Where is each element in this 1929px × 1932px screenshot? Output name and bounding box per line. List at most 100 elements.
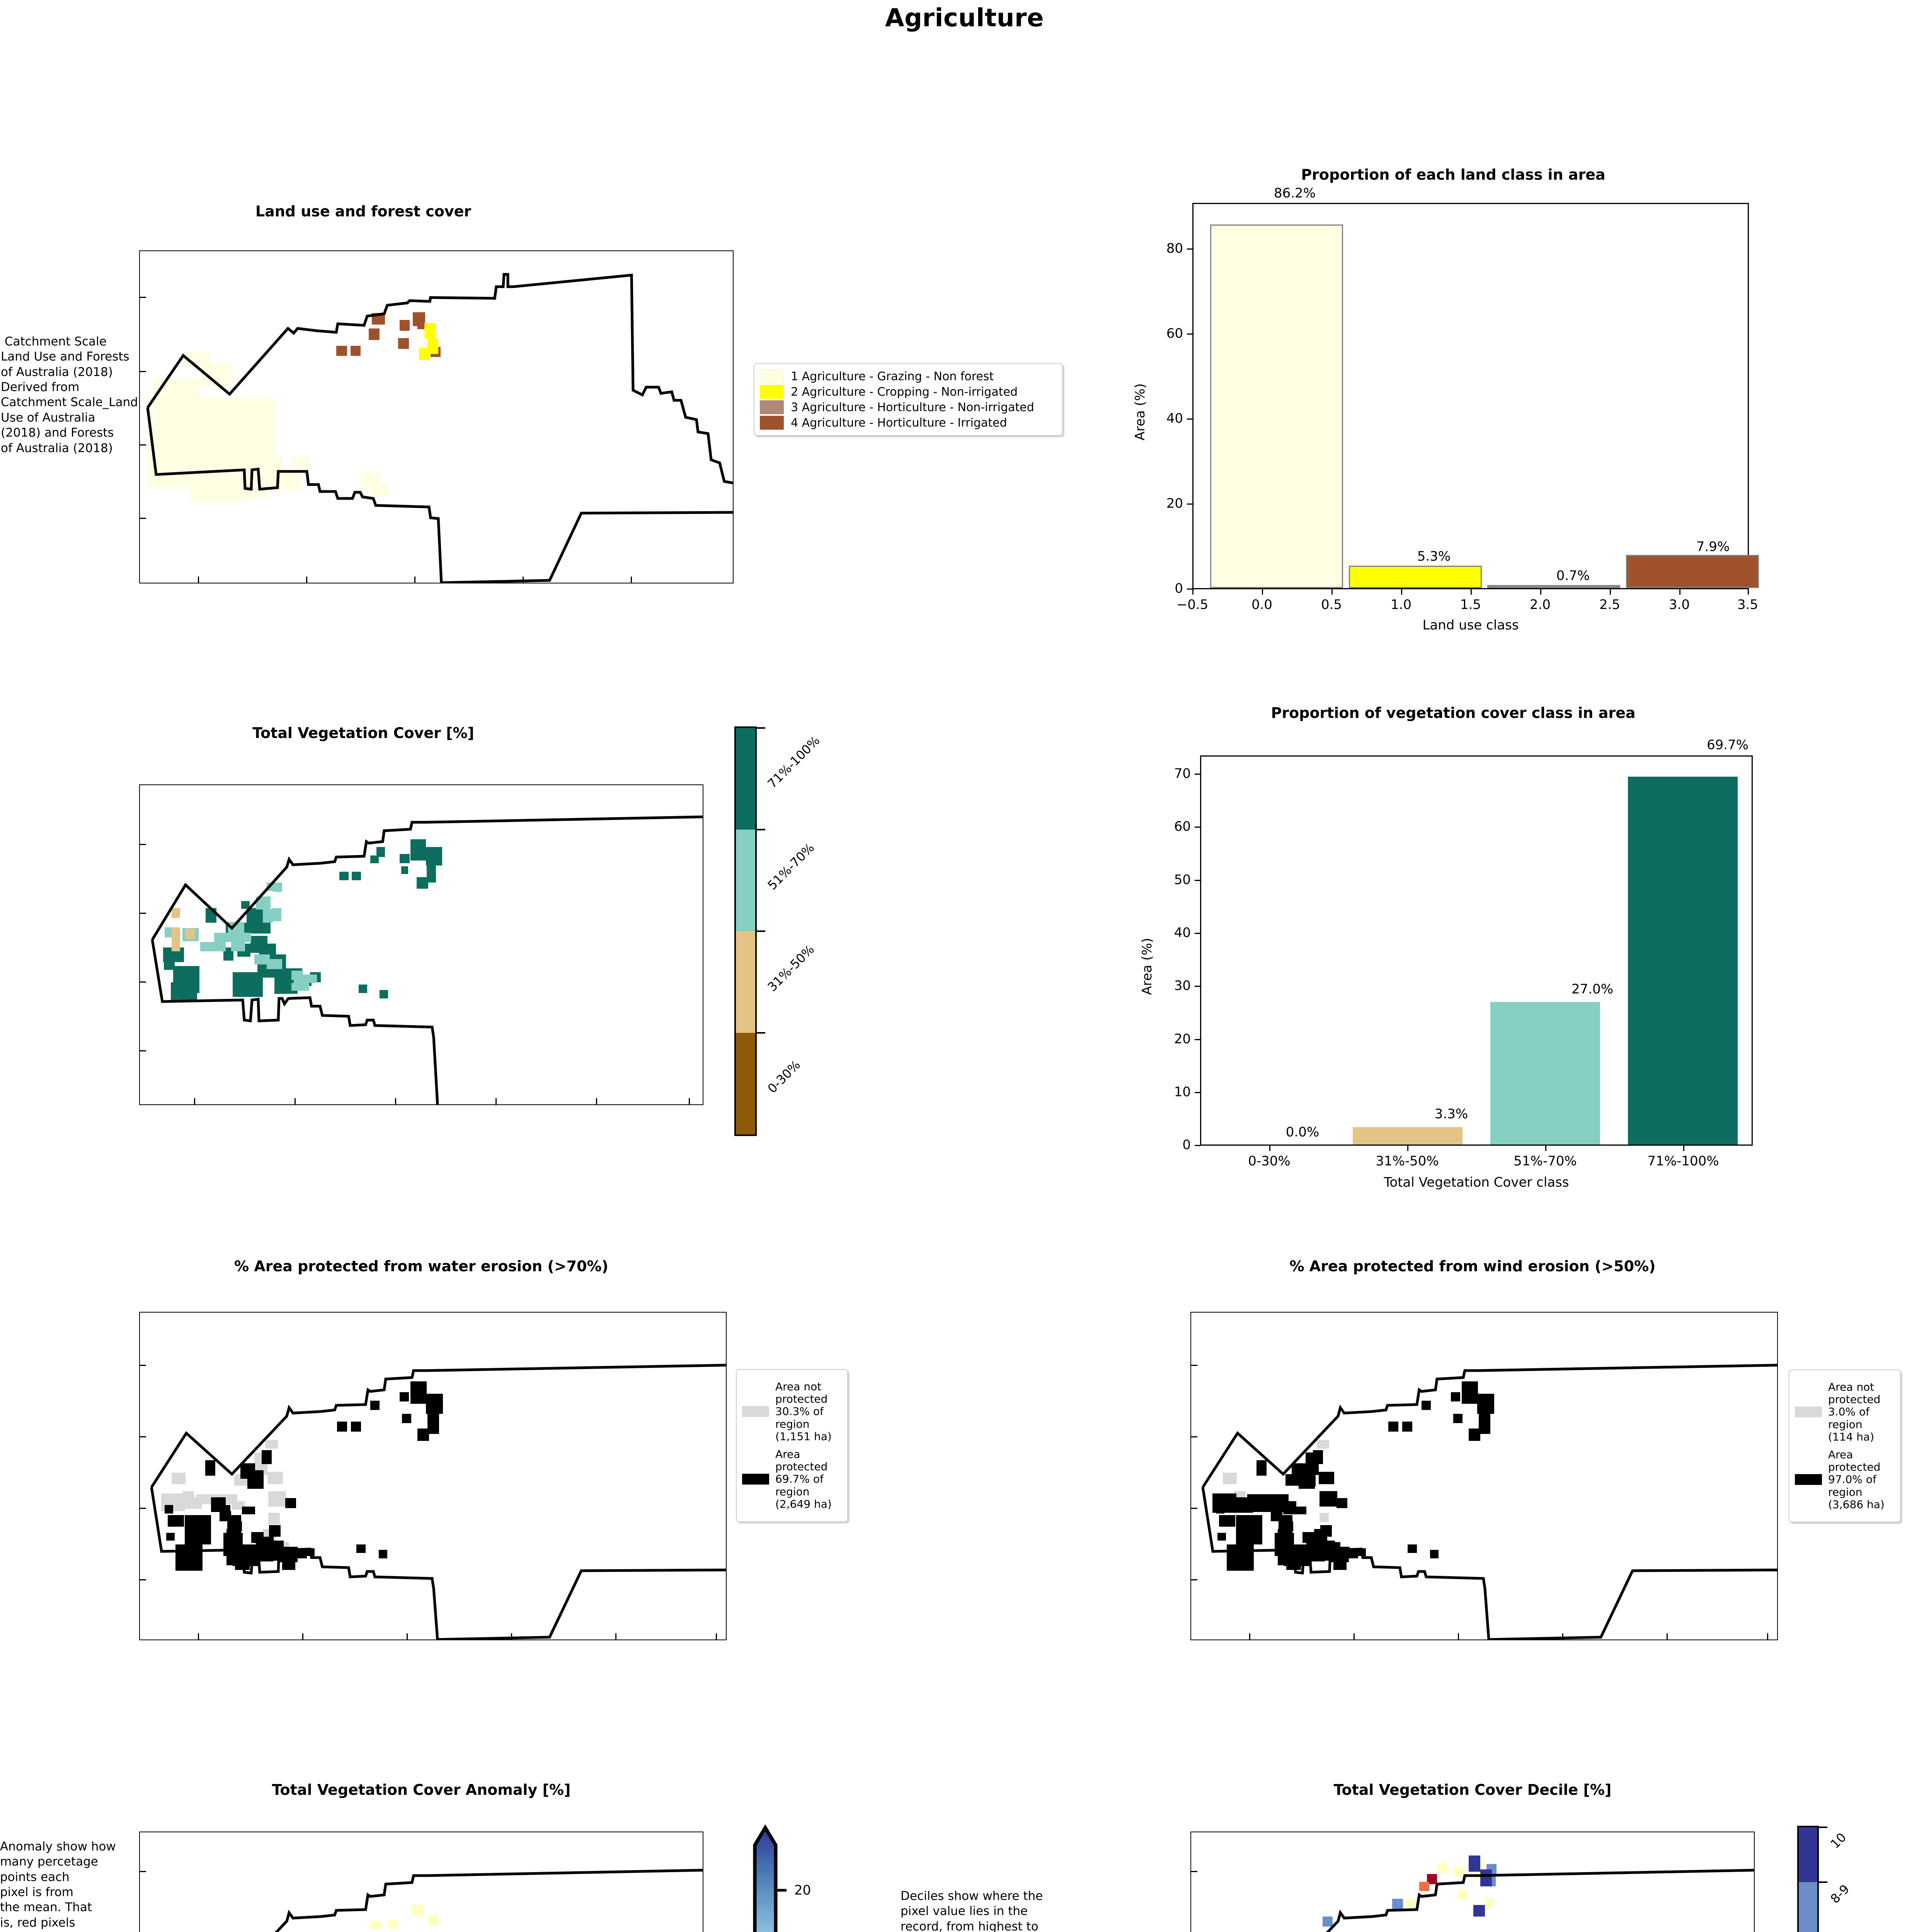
y-axis-label: Area (%) [1132,383,1148,440]
ytick [1187,418,1192,420]
decile-colorbar: 10 8-9 4-7 2-3 1 [1797,1826,1929,1932]
xtick-label-5: 2.0 [1529,597,1551,612]
water-erosion-map[interactable] [139,1312,727,1640]
veg-cover-canvas [151,815,703,1104]
map-xtick [1767,1633,1768,1639]
region-boundary-south [146,407,443,583]
map-xtick [1562,1633,1563,1639]
legend-swatch-protected [1795,1474,1822,1485]
legend-swatch-not-protected [742,1406,769,1417]
region-boundary-north [146,273,733,485]
anomaly-canvas [274,1869,703,1932]
legend-label: Area protected 97.0% of region (3,686 ha… [1828,1448,1885,1511]
colorbar-seg-51-70 [736,830,755,931]
xtick [1262,589,1263,595]
legend-swatch-not-protected [1795,1406,1822,1418]
map-ytick [140,1436,146,1437]
colorbar-tick [757,829,765,830]
map-ytick [140,1365,146,1366]
chart-title: Proportion of each land class in area [1301,166,1606,183]
ytick-label-7: 70 [1174,766,1191,781]
xtick-label-8: 3.5 [1737,597,1759,612]
xtick-label-7: 3.0 [1669,597,1690,612]
xtick-label-6: 2.5 [1599,597,1621,612]
map-ytick [1191,1508,1197,1509]
colorbar-tick [1819,1881,1827,1883]
wind-erosion-map[interactable] [1190,1312,1778,1640]
map-ytick [1191,1579,1197,1580]
page-title: Agriculture [885,4,1044,32]
veg-cover-colorbar: 71%-100% 51%-70% 31%-50% 0-30% [734,726,920,1144]
bar-0[interactable] [1210,224,1343,588]
ytick-label-4: 40 [1174,925,1191,940]
map-xtick [1667,1633,1668,1639]
map-ytick [140,297,146,298]
anomaly-map[interactable] [139,1832,703,1932]
colorbar-label-51-70: 51%-70% [764,840,817,893]
ytick-label-3: 60 [1166,326,1183,341]
colorbar-seg-71-100 [736,728,755,830]
map-ytick [140,1050,146,1051]
ytick [1195,1039,1200,1040]
bar-value-label-0: 86.2% [1274,185,1316,201]
legend-label: 1 Agriculture - Grazing - Non forest [791,369,994,383]
ytick [1187,248,1192,250]
decile-map[interactable] [1190,1832,1755,1932]
land-class-bar-chart: Proportion of each land class in area 86… [1121,162,1786,641]
xtick [1610,589,1611,595]
bar-1[interactable] [1352,1127,1463,1145]
legend-swatch-horticulture-irrigated [760,416,784,430]
colorbar-tick [1819,1827,1827,1828]
region-boundary-north [150,1364,726,1488]
xtick [1471,589,1472,595]
bar-1[interactable] [1348,566,1482,588]
ytick [1195,1092,1200,1093]
map-ytick [1191,1871,1197,1872]
land-use-map[interactable] [139,250,734,583]
veg-cover-raster-pixels [163,839,442,1001]
ytick-label-4: 80 [1166,241,1183,256]
xtick [1331,589,1333,595]
ytick [1195,986,1200,987]
anomaly-colorbar-graphic [753,1824,787,1932]
water-erosion-legend: Area not protected 30.3% of region (1,15… [736,1369,848,1522]
veg-cover-map[interactable] [139,784,703,1105]
colorbar-tick [757,1032,765,1034]
ytick [1187,588,1192,590]
land-use-raster-pixels [147,312,441,502]
colorbar-track [1797,1826,1819,1932]
ytick-label-1: 20 [1166,496,1183,511]
xtick [1401,589,1402,595]
bar-2[interactable] [1487,585,1621,588]
legend-swatch-horticulture-nonirrigated [760,400,784,414]
legend-swatch-cropping-nonirrigated [760,385,784,399]
bar-3[interactable] [1628,776,1738,1145]
ytick [1195,1145,1200,1146]
colorbar-track [753,1824,778,1932]
map-xtick [615,1633,616,1639]
map-ytick [140,518,146,519]
colorbar-tick [757,930,765,932]
map-xtick [596,1098,597,1104]
map-xtick [495,1098,497,1104]
map-ytick [140,371,146,372]
legend-label: Area not protected 3.0% of region (114 h… [1828,1381,1881,1443]
land-use-map-title: Land use and forest cover [255,203,472,220]
xtick-label-3: 1.0 [1390,597,1412,612]
xtick [1540,589,1541,595]
veg-class-bar-chart: Proportion of vegetation cover class in … [1121,701,1786,1204]
map-xtick [198,577,199,583]
map-ytick [140,913,146,914]
ytick-label-0: 0 [1182,1137,1191,1153]
land-use-legend: 1 Agriculture - Grazing - Non forest 2 A… [754,363,1063,436]
legend-item: Area not protected 30.3% of region (1,15… [742,1380,842,1443]
ytick [1195,827,1200,828]
ytick-label-2: 20 [1174,1031,1191,1047]
map-ytick [1191,1436,1197,1437]
legend-item: Area protected 69.7% of region (2,649 ha… [742,1448,842,1510]
xtick-label-1: 31%-50% [1376,1153,1439,1169]
map-xtick [407,1633,408,1639]
bar-3[interactable] [1626,554,1759,588]
xtick-label-0: −0.5 [1176,597,1209,612]
bar-2[interactable] [1490,1002,1600,1145]
